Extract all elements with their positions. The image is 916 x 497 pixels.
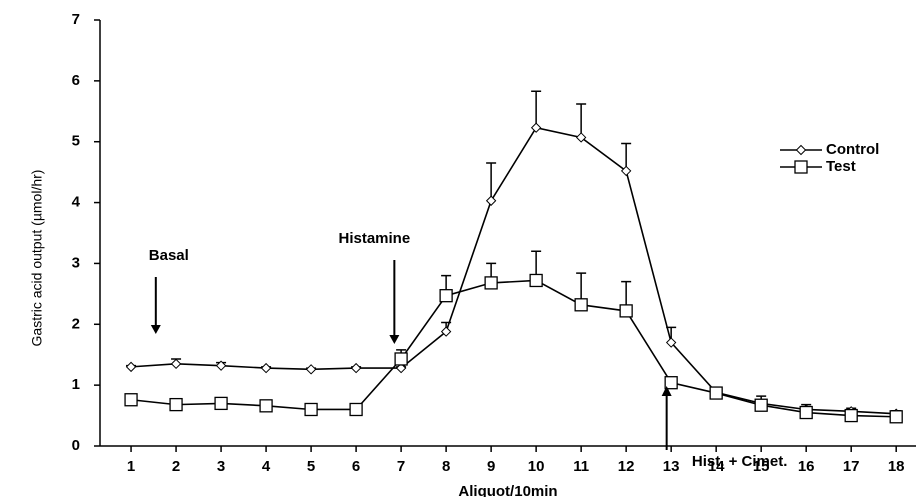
x-tick-label: 16 bbox=[798, 458, 815, 475]
marker bbox=[215, 360, 227, 371]
x-tick-label: 12 bbox=[618, 458, 635, 475]
legend-label: Test bbox=[826, 158, 856, 175]
y-tick-label: 3 bbox=[72, 254, 80, 271]
legend-label: Control bbox=[826, 141, 879, 158]
marker bbox=[349, 402, 363, 417]
y-tick-label: 2 bbox=[72, 315, 80, 332]
marker bbox=[259, 399, 273, 413]
marker bbox=[169, 397, 183, 412]
x-tick-label: 10 bbox=[528, 458, 545, 475]
marker bbox=[350, 362, 362, 374]
annotation-text: Basal bbox=[149, 247, 189, 264]
marker bbox=[889, 410, 903, 424]
marker bbox=[620, 165, 632, 177]
x-tick-label: 6 bbox=[352, 458, 360, 475]
error-bar bbox=[576, 103, 587, 138]
marker bbox=[619, 304, 633, 318]
marker bbox=[214, 396, 228, 411]
x-tick-label: 8 bbox=[442, 458, 450, 475]
x-tick-label: 2 bbox=[172, 458, 180, 475]
marker bbox=[575, 132, 587, 143]
annotation-text: Hist. + Cimet. bbox=[692, 453, 787, 470]
marker bbox=[529, 273, 543, 288]
x-tick-label: 17 bbox=[843, 458, 860, 475]
x-tick-label: 7 bbox=[397, 458, 405, 475]
x-tick-label: 3 bbox=[217, 458, 225, 475]
y-tick-label: 5 bbox=[72, 133, 80, 150]
marker bbox=[530, 122, 542, 133]
series-line bbox=[131, 126, 897, 415]
error-bar bbox=[531, 90, 542, 128]
marker bbox=[260, 362, 272, 374]
marker bbox=[574, 298, 588, 312]
series-line bbox=[130, 279, 897, 418]
y-tick-label: 1 bbox=[72, 376, 80, 393]
x-tick-label: 18 bbox=[888, 458, 905, 475]
annotation-arrowhead bbox=[150, 325, 161, 334]
marker bbox=[124, 393, 138, 407]
x-axis-label: Aliquot/10min bbox=[458, 483, 557, 497]
x-tick-label: 15 bbox=[753, 458, 770, 475]
marker bbox=[754, 398, 768, 412]
y-axis-label: Gastric acid output (µmol/hr) bbox=[29, 170, 45, 347]
marker bbox=[484, 276, 498, 290]
marker bbox=[305, 364, 317, 375]
x-tick-label: 14 bbox=[708, 458, 725, 475]
annotation-text: Histamine bbox=[339, 230, 411, 247]
marker bbox=[125, 361, 137, 373]
x-tick-label: 9 bbox=[487, 458, 495, 475]
x-tick-label: 11 bbox=[573, 458, 589, 475]
x-tick-label: 4 bbox=[262, 458, 271, 475]
marker bbox=[439, 289, 453, 303]
y-tick-label: 6 bbox=[72, 72, 80, 89]
marker bbox=[844, 408, 858, 423]
error-bar bbox=[486, 162, 497, 201]
marker bbox=[665, 337, 677, 348]
legend-marker bbox=[795, 144, 807, 156]
y-tick-label: 4 bbox=[72, 194, 81, 211]
marker bbox=[485, 195, 497, 206]
marker bbox=[664, 376, 678, 390]
x-tick-label: 5 bbox=[307, 458, 315, 475]
x-tick-label: 1 bbox=[127, 458, 135, 475]
marker bbox=[170, 358, 182, 370]
annotation-arrowhead bbox=[389, 335, 400, 344]
y-tick-label: 7 bbox=[72, 11, 80, 28]
marker bbox=[395, 362, 407, 374]
legend-marker bbox=[794, 160, 808, 174]
marker bbox=[440, 326, 452, 337]
marker bbox=[709, 386, 723, 400]
marker bbox=[799, 405, 813, 420]
annotation-arrowhead bbox=[661, 386, 672, 396]
y-tick-label: 0 bbox=[72, 437, 80, 454]
marker bbox=[394, 352, 408, 366]
x-tick-label: 13 bbox=[663, 458, 680, 475]
marker bbox=[304, 402, 318, 417]
